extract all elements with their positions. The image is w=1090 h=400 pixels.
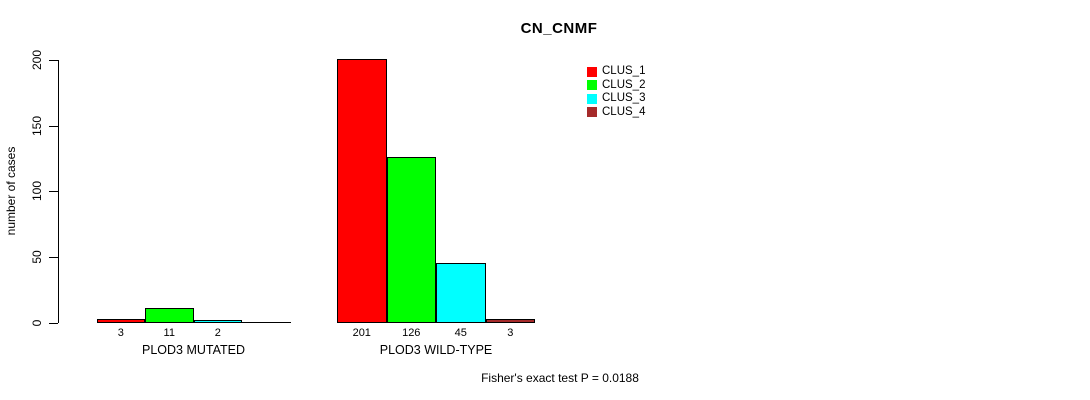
y-tick-label: 200 xyxy=(29,49,44,71)
footer-annotation: Fisher's exact test P = 0.0188 xyxy=(481,371,639,385)
bar-value-label: 2 xyxy=(214,327,221,339)
bar-value-label: 3 xyxy=(507,327,514,339)
legend-label: CLUS_1 xyxy=(602,65,646,77)
legend: CLUS_1 CLUS_2 CLUS_3 CLUS_4 xyxy=(587,65,645,119)
bar-value-label: 126 xyxy=(402,327,421,339)
y-tick-label: 100 xyxy=(29,181,44,202)
legend-label: CLUS_2 xyxy=(602,78,646,91)
legend-item: CLUS_2 xyxy=(587,79,645,93)
y-tick-label: 150 xyxy=(29,115,44,136)
y-tick xyxy=(49,256,58,258)
y-tick xyxy=(49,322,58,324)
legend-item: CLUS_3 xyxy=(587,92,645,106)
chart-title: CN_CNMF xyxy=(520,20,598,37)
bar-clus_2 xyxy=(386,157,436,323)
y-tick xyxy=(49,125,58,127)
y-axis-title: number of cases xyxy=(4,146,18,236)
legend-item: CLUS_4 xyxy=(587,106,645,120)
legend-swatch-clus_3 xyxy=(587,93,597,104)
bar-clus_3 xyxy=(436,263,486,323)
group-label: PLOD3 WILD-TYPE xyxy=(379,343,493,357)
bar-clus_2 xyxy=(145,308,194,323)
bar-value-label: 45 xyxy=(454,327,467,339)
bar-value-label: 201 xyxy=(352,327,371,339)
y-tick xyxy=(49,191,58,193)
legend-swatch-clus_2 xyxy=(587,80,597,91)
legend-label: CLUS_4 xyxy=(602,105,646,118)
group-baseline xyxy=(337,322,535,323)
group-baseline xyxy=(96,322,291,323)
y-axis-line xyxy=(58,60,59,323)
legend-swatch-clus_4 xyxy=(587,107,597,118)
bar-value-label: 11 xyxy=(163,327,175,339)
legend-swatch-clus_1 xyxy=(587,66,597,77)
bar-value-label: 3 xyxy=(117,327,124,339)
legend-label: CLUS_3 xyxy=(602,92,646,104)
group-label: PLOD3 MUTATED xyxy=(141,343,246,357)
y-tick-label: 0 xyxy=(29,319,44,326)
y-tick-label: 50 xyxy=(29,250,44,264)
legend-item: CLUS_1 xyxy=(587,65,645,79)
y-tick xyxy=(49,60,58,61)
bar-clus_1 xyxy=(337,58,387,323)
